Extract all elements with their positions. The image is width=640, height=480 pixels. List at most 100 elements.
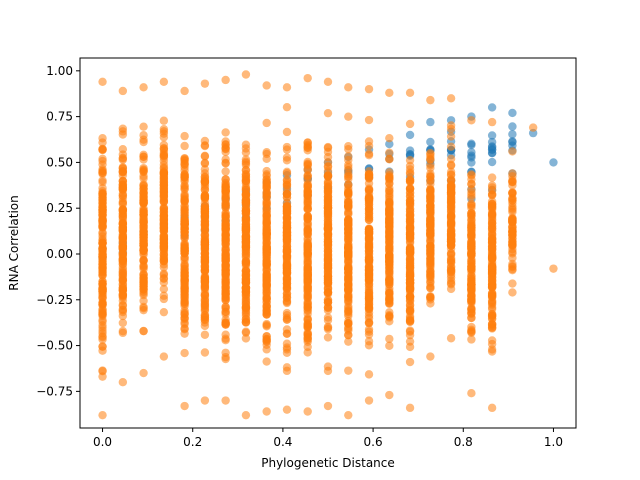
data-point [364,115,374,125]
data-point [364,291,374,301]
data-point [282,274,292,283]
data-point [241,334,251,343]
data-point [344,323,353,332]
data-point [241,200,251,209]
data-point [344,112,353,121]
axes-frame [79,57,577,429]
data-point [364,305,374,314]
data-point [139,261,148,270]
data-point [241,170,251,179]
data-point [323,194,333,204]
data-point [98,203,107,212]
data-point [282,343,292,352]
data-point [323,313,333,322]
data-point [282,363,292,372]
data-point [303,334,312,343]
data-point [487,183,497,192]
data-point [180,86,189,96]
data-point [508,122,517,131]
data-point [344,144,353,154]
data-point [364,313,374,323]
data-point [200,276,210,286]
data-point [241,215,251,224]
data-point [487,117,497,127]
data-point [221,253,230,262]
data-point [262,248,271,257]
data-point [118,191,128,200]
data-point [118,378,128,387]
data-point [426,230,435,240]
data-point [180,171,189,180]
data-point [221,158,230,168]
data-point [118,318,128,328]
data-point [221,396,230,405]
data-point [323,201,333,210]
data-point [98,183,107,193]
data-point [98,165,107,174]
x-tick-label: 0.6 [364,435,383,449]
data-point [139,270,148,280]
data-point [323,322,333,331]
data-point [159,187,169,197]
data-point [487,245,497,254]
data-point [323,108,333,118]
data-point [344,215,353,224]
data-point [508,130,517,139]
data-point [405,146,415,155]
data-point [98,221,107,231]
data-point [323,255,333,264]
data-point [98,372,107,381]
data-point [303,183,312,192]
data-point [303,165,312,175]
data-point [508,249,517,258]
data-point [426,117,435,127]
data-point [405,403,415,413]
data-point [303,226,312,235]
data-point [282,127,292,137]
data-point [487,218,497,228]
data-point [487,403,497,413]
x-axis: 0.0 0.2 0.4 0.6 0.8 1.0 [93,428,563,449]
y-tick-label: −0.25 [36,293,73,307]
data-point [139,237,148,247]
data-point [282,175,292,184]
data-point [405,223,415,233]
data-point [344,337,353,346]
data-point [180,182,189,191]
y-tick-label: 1.00 [46,64,73,78]
data-point [426,272,435,282]
data-point [405,156,415,165]
data-point [159,160,169,169]
data-point [139,131,148,140]
data-point [303,348,312,357]
data-point [200,165,210,174]
data-point [180,192,189,202]
data-point [426,251,435,260]
data-point [159,223,169,232]
data-point [98,138,107,147]
data-point [241,222,251,231]
data-point [118,176,128,186]
data-point [508,205,517,215]
data-point [262,196,271,206]
data-point [323,276,333,285]
data-point [180,241,189,250]
data-point [262,307,271,316]
data-point [262,149,271,159]
data-point [118,276,128,285]
data-point [303,143,312,153]
data-point [180,318,189,327]
data-point [262,118,271,128]
data-point [405,337,415,346]
data-point [508,172,517,181]
data-point [385,172,394,182]
data-point [344,366,353,375]
data-point [385,133,394,143]
data-point [405,207,415,216]
data-point [221,75,230,85]
data-point [323,172,333,181]
data-point [385,223,394,232]
data-point [446,258,456,267]
data-point [241,318,251,327]
data-point [159,253,169,263]
